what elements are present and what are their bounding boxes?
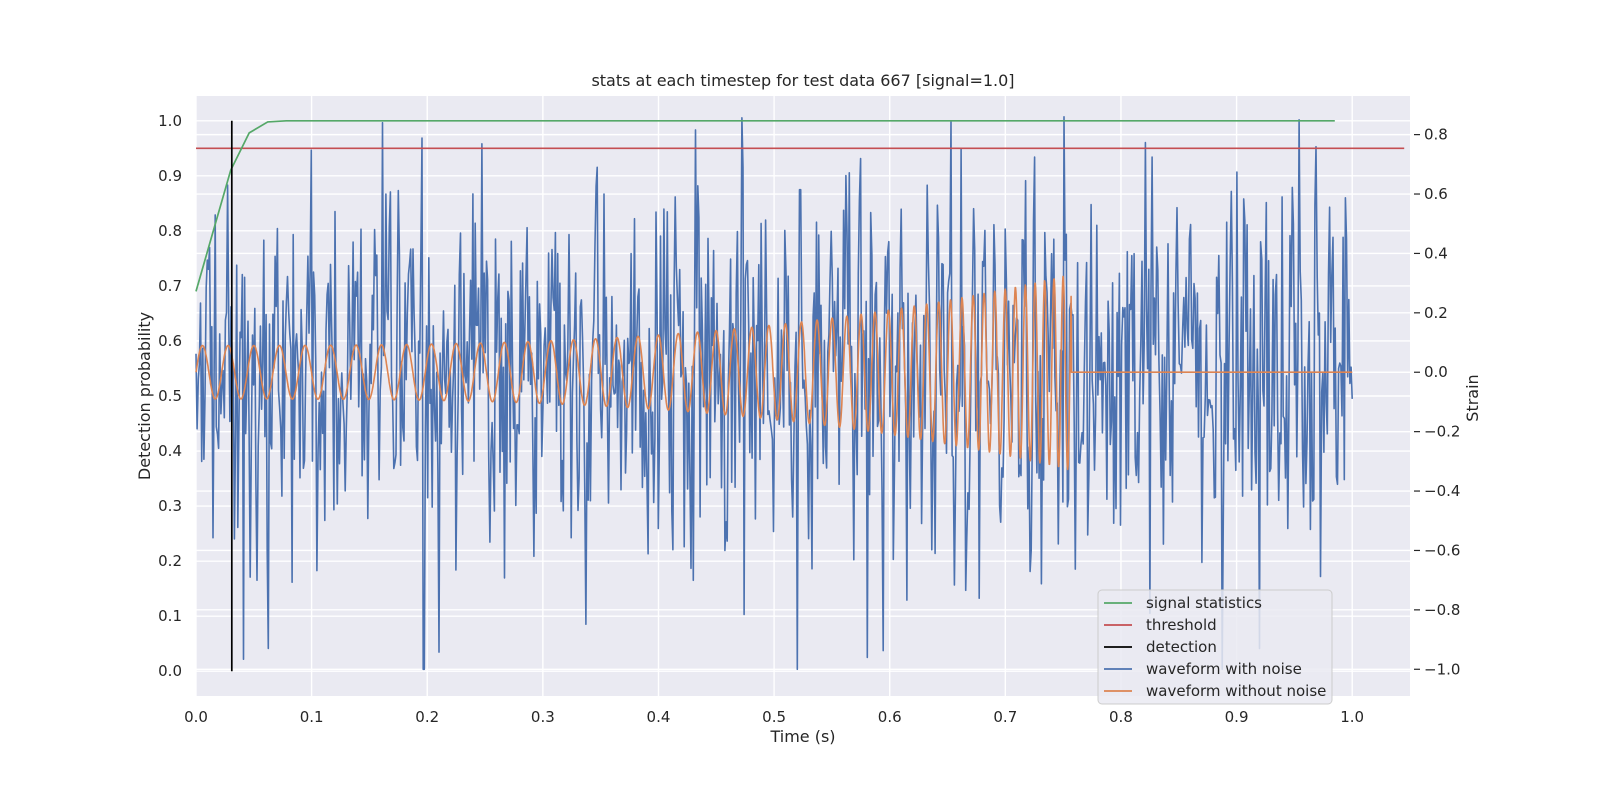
y-left-tick-label: 0.3 xyxy=(158,497,182,515)
x-tick-label: 1.0 xyxy=(1340,708,1364,726)
y-left-tick-label: 0.7 xyxy=(158,277,182,295)
x-tick-label: 0.1 xyxy=(300,708,324,726)
y-left-tick-label: 1.0 xyxy=(158,112,182,130)
y-left-tick-label: 0.6 xyxy=(158,332,182,350)
y-right-tick-label: −0.8 xyxy=(1424,601,1460,619)
series-signal-statistics xyxy=(195,119,1335,292)
legend: signal statistics threshold detection wavef… xyxy=(1097,589,1333,705)
series-waveform-without-noise xyxy=(195,275,1353,471)
y-right-tick-label: −0.6 xyxy=(1424,541,1460,559)
y-left-tick-label: 0.2 xyxy=(158,552,182,570)
y-right-tick-label: −0.2 xyxy=(1424,423,1460,441)
y-right-tick-label: −0.4 xyxy=(1424,482,1460,500)
tick-labels: 0.0 0.1 0.2 0.3 0.4 0.5 0.6 0.7 0.8 0.9 1.0 0.0 0.1 0… xyxy=(158,112,1460,726)
x-tick-label: 0.8 xyxy=(1109,708,1133,726)
y-right-tick-label: 0.0 xyxy=(1424,363,1448,381)
y-right-tick-label: 0.6 xyxy=(1424,185,1448,203)
x-tick-label: 0.6 xyxy=(878,708,902,726)
legend-label: waveform with noise xyxy=(1146,660,1302,678)
series-waveform-with-noise xyxy=(195,116,1353,671)
y-left-tick-label: 0.1 xyxy=(158,607,182,625)
legend-label: signal statistics xyxy=(1146,594,1262,612)
x-tick-label: 0.9 xyxy=(1225,708,1249,726)
legend-label: waveform without noise xyxy=(1146,682,1326,700)
series-layer xyxy=(195,116,1405,672)
x-tick-label: 0.2 xyxy=(415,708,439,726)
legend-box xyxy=(1097,589,1333,705)
y-left-tick-label: 0.9 xyxy=(158,167,182,185)
y-axis-label-right: Strain xyxy=(1463,374,1482,421)
chart-title: stats at each timestep for test data 667… xyxy=(591,71,1014,90)
y-right-tick-label: −1.0 xyxy=(1424,660,1460,678)
y-right-tick-label: 0.8 xyxy=(1424,126,1448,144)
y-left-tick-label: 0.5 xyxy=(158,387,182,405)
y-left-tick-label: 0.8 xyxy=(158,222,182,240)
y-right-tick-label: 0.4 xyxy=(1424,244,1448,262)
x-tick-label: 0.7 xyxy=(993,708,1017,726)
x-tick-label: 0.3 xyxy=(531,708,555,726)
legend-label: threshold xyxy=(1146,616,1217,634)
x-tick-label: 0.4 xyxy=(647,708,671,726)
x-axis-label: Time (s) xyxy=(769,727,835,746)
y-right-tick-label: 0.2 xyxy=(1424,304,1448,322)
y-axis-label-left: Detection probability xyxy=(135,312,154,480)
y-left-tick-label: 0.0 xyxy=(158,662,182,680)
x-tick-label: 0.5 xyxy=(762,708,786,726)
y-left-tick-label: 0.4 xyxy=(158,442,182,460)
legend-label: detection xyxy=(1146,638,1217,656)
x-tick-label: 0.0 xyxy=(184,708,208,726)
